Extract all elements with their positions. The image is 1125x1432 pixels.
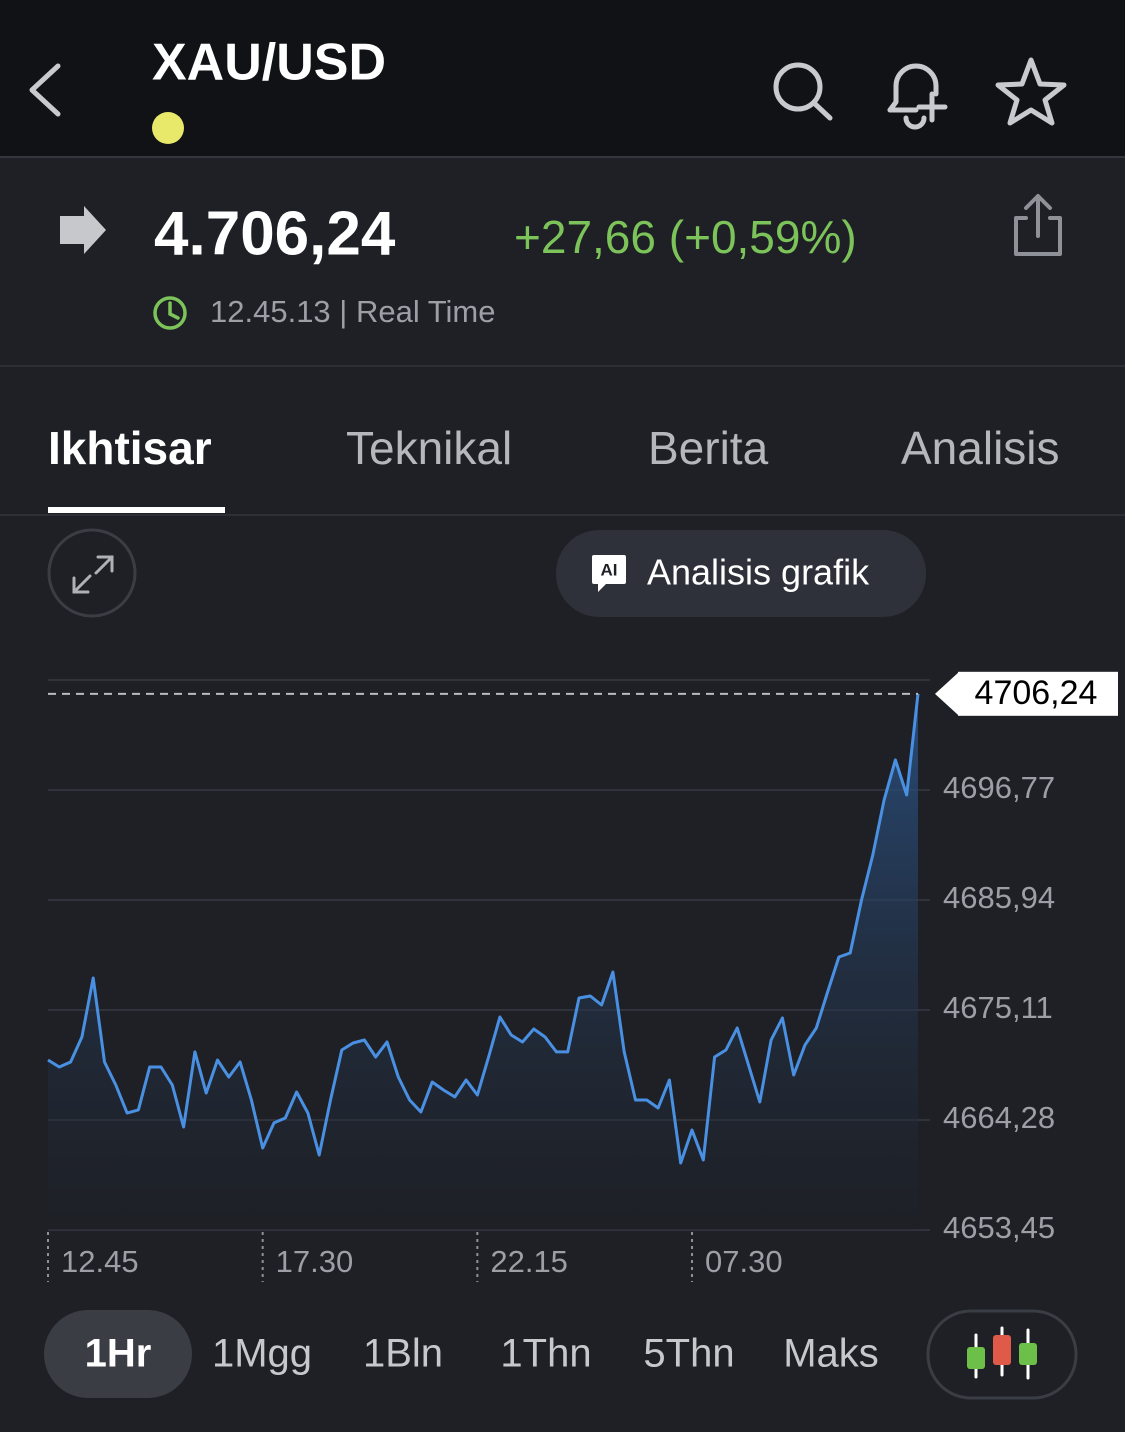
x-tick-label: 07.30 <box>705 1244 783 1279</box>
quote-time: 12.45.13 | Real Time <box>210 294 496 329</box>
tab[interactable]: Berita <box>648 422 769 474</box>
current-price-box <box>958 671 1118 716</box>
back-button[interactable] <box>29 63 61 117</box>
period-active-bg <box>44 1310 192 1398</box>
x-tick-label: 12.45 <box>61 1244 139 1279</box>
period-button[interactable]: 1Hr <box>85 1332 152 1376</box>
ai-badge: AI <box>601 560 618 579</box>
tab[interactable]: Analisis <box>901 422 1060 474</box>
y-tick-label: 4664,28 <box>943 1100 1055 1135</box>
period-button[interactable]: 1Bln <box>363 1332 443 1376</box>
y-tick-label: 4685,94 <box>943 880 1055 915</box>
alert-icon[interactable] <box>887 63 948 130</box>
watchlist-star[interactable] <box>995 57 1067 126</box>
current-price-label: 4706,24 <box>975 674 1098 712</box>
price-area <box>48 693 918 1230</box>
direction-arrow <box>60 206 106 254</box>
share-icon[interactable] <box>1014 194 1062 256</box>
x-tick-label: 22.15 <box>490 1244 568 1279</box>
current-price-pointer <box>935 672 958 715</box>
period-button[interactable]: 1Thn <box>500 1332 591 1376</box>
x-tick-label: 17.30 <box>276 1244 354 1279</box>
last-price: 4.706,24 <box>154 199 396 268</box>
instrument-title: XAU/USD <box>152 34 386 92</box>
expand-button[interactable] <box>47 528 137 618</box>
period-selector: 1Hr 1Mgg 1Bln 1Thn 5Thn Maks <box>44 1310 879 1398</box>
y-tick-label: 4696,77 <box>943 770 1055 805</box>
chart-analysis-button[interactable] <box>556 530 926 617</box>
expand-icon <box>72 555 114 594</box>
price-line <box>47 693 920 1165</box>
chart-type-button[interactable] <box>926 1309 1078 1400</box>
period-button[interactable]: 5Thn <box>643 1332 734 1376</box>
y-tick-label: 4675,11 <box>943 990 1053 1025</box>
period-button[interactable]: Maks <box>783 1332 879 1376</box>
clock-icon <box>153 296 187 330</box>
candlestick-icon <box>967 1326 1037 1380</box>
y-tick-label: 4653,45 <box>943 1210 1055 1245</box>
period-button[interactable]: 1Mgg <box>212 1332 312 1376</box>
price-change: +27,66 (+0,59%) <box>514 211 857 263</box>
ai-badge-bg <box>592 555 626 592</box>
header-bg <box>0 0 1125 157</box>
tab[interactable]: Teknikal <box>346 422 512 474</box>
tab[interactable]: Ikhtisar <box>48 422 212 474</box>
active-tab-indicator <box>48 507 225 513</box>
chart-analysis-label: Analisis grafik <box>647 552 870 593</box>
search-icon[interactable] <box>773 62 833 121</box>
tab-bar: Ikhtisar Teknikal Berita Analisis <box>48 422 1060 474</box>
market-status-dot <box>152 112 184 144</box>
price-chart: 4653,45 4664,28 4675,11 4685,94 4696,77 12.45… <box>47 671 1118 1282</box>
